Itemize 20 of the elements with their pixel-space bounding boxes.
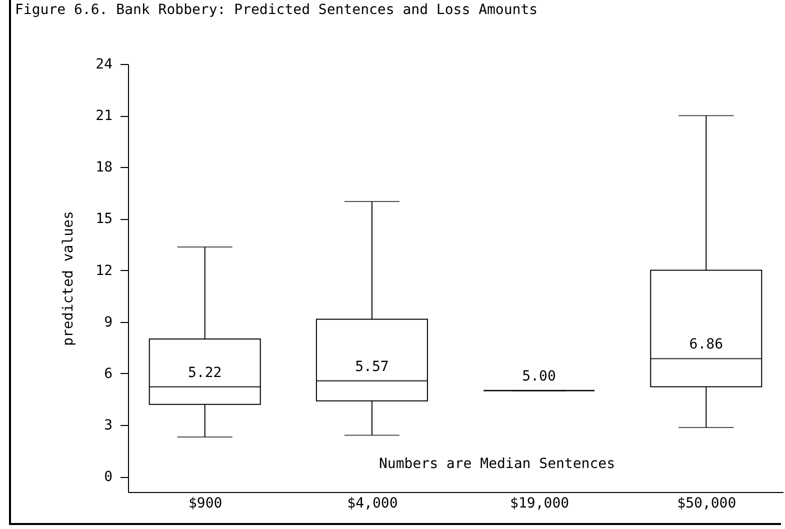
y-tick-label: 18 — [96, 160, 112, 176]
text: 5.57 — [355, 358, 389, 375]
x-tick-label: $900 — [188, 496, 222, 512]
y-tick-label: 24 — [96, 56, 112, 72]
chart-title: Figure 6.6. Bank Robbery: Predicted Sentences and Loss Amounts — [15, 2, 538, 18]
y-tick-label: 0 — [104, 469, 112, 486]
text: 6.86 — [689, 336, 723, 353]
text: 5.22 — [188, 364, 222, 381]
annotation: Numbers are Median Sentences — [378, 456, 616, 472]
y-tick-label: 12 — [96, 262, 112, 279]
text: 5.00 — [522, 368, 556, 385]
y-tick-label: 15 — [96, 211, 112, 228]
y-axis-title: predicted values — [60, 211, 77, 346]
y-tick-label: 6 — [104, 366, 112, 382]
x-tick-label: $4,000 — [347, 496, 398, 512]
y-tick-label: 21 — [96, 108, 112, 124]
x-tick-label: $50,000 — [677, 496, 736, 512]
y-tick-label: 3 — [104, 417, 112, 434]
y-tick-label: 9 — [104, 314, 112, 330]
x-tick-label: $19,000 — [510, 496, 570, 512]
